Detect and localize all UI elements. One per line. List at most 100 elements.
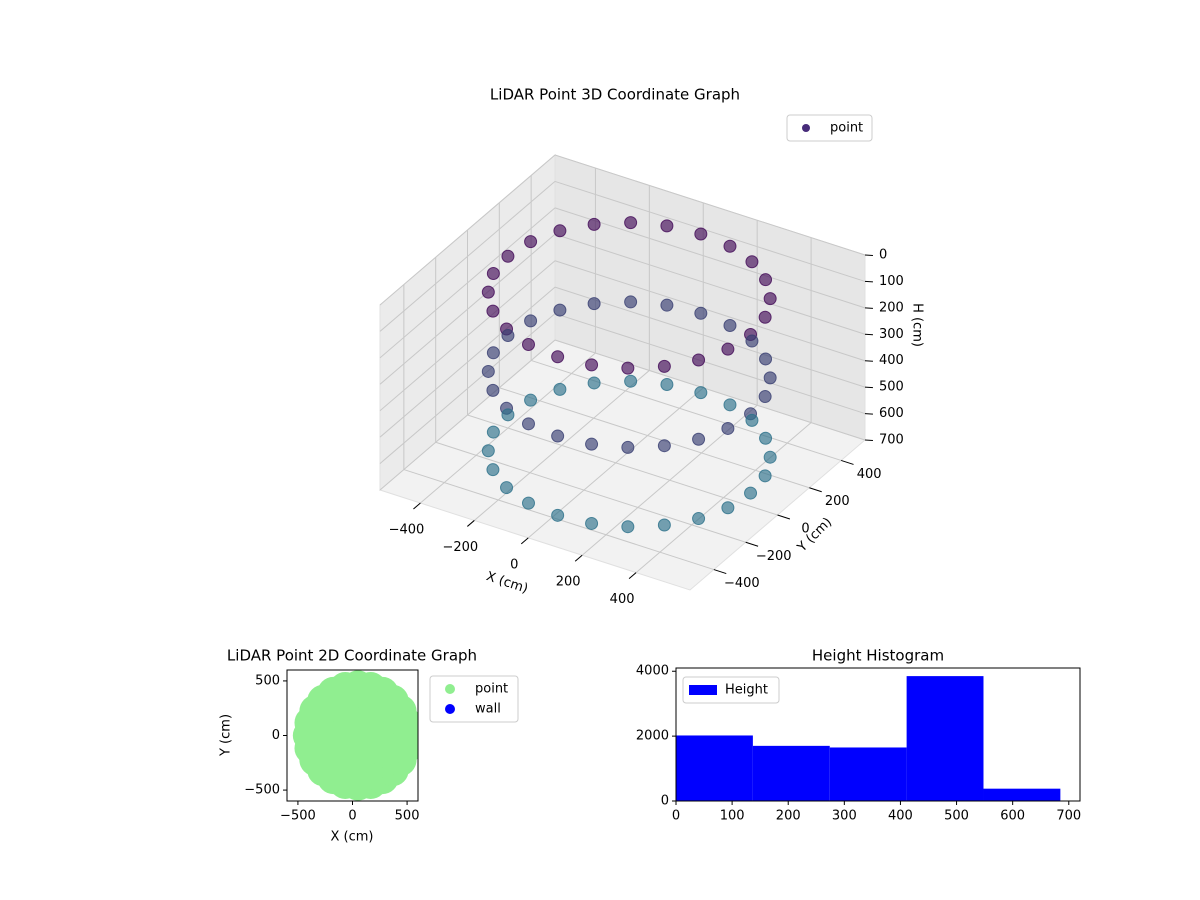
legend-marker: [445, 704, 455, 714]
y-tick-label: 500: [255, 673, 280, 688]
grid-line: [379, 207, 556, 359]
point: [692, 432, 706, 446]
point: [758, 469, 772, 483]
point: [521, 496, 535, 510]
x-tick-label: −400: [389, 523, 425, 538]
point: [587, 376, 601, 390]
point: [551, 429, 565, 443]
point: [553, 303, 567, 317]
axes-frame: [675, 667, 1081, 802]
grid-line: [554, 207, 866, 309]
legend-label: wall: [475, 702, 501, 717]
grid-line: [379, 181, 556, 332]
point: [744, 486, 758, 500]
y-tick-label: 0: [801, 522, 809, 537]
x-tick-label: 700: [1056, 809, 1081, 824]
legend-marker: [689, 685, 717, 695]
y-tick-label: 200: [825, 494, 850, 509]
point: [657, 359, 671, 373]
legend-marker: [802, 124, 810, 132]
point: [660, 219, 674, 233]
point: [745, 255, 759, 269]
x-tick-label: 500: [395, 809, 420, 824]
point: [501, 408, 515, 422]
z-tick-label: 100: [879, 274, 904, 289]
tick-mark: [574, 554, 583, 562]
bar: [676, 735, 753, 801]
grid-line: [554, 260, 866, 362]
point: [501, 329, 515, 343]
legend-box: [786, 114, 873, 142]
grid-line: [379, 313, 556, 464]
point: [486, 304, 500, 318]
grid-line: [554, 286, 866, 388]
point: [657, 518, 671, 532]
point: [501, 249, 515, 263]
tick-mark: [840, 459, 854, 465]
point: [585, 358, 599, 372]
point: [621, 361, 635, 375]
z-tick-label: 600: [879, 406, 904, 421]
point: [481, 364, 495, 378]
tick-mark: [864, 333, 873, 336]
z-tick-label: 300: [879, 327, 904, 342]
tick-mark: [864, 360, 873, 362]
y-tick-label: −500: [244, 783, 280, 798]
bar: [752, 745, 830, 801]
tick-mark: [864, 307, 873, 309]
x-tick-label: 300: [832, 809, 857, 824]
legend-box: [682, 676, 780, 704]
grid-line: [554, 233, 866, 335]
chart-title: LiDAR Point 2D Coordinate Graph: [227, 647, 477, 665]
point: [486, 267, 500, 281]
point: [521, 338, 535, 352]
tick-mark: [777, 514, 791, 520]
x-tick-label: 200: [776, 809, 801, 824]
tick-mark: [713, 569, 727, 575]
point: [763, 450, 777, 464]
point: [763, 371, 777, 385]
z-tick-label: 400: [879, 353, 904, 368]
x-tick-label: 0: [672, 809, 680, 824]
x-axis-label: X (cm): [331, 830, 374, 845]
point: [758, 310, 772, 324]
point: [551, 350, 565, 364]
grid-line: [554, 339, 866, 441]
tick-mark: [864, 280, 873, 283]
point: [758, 390, 772, 404]
point: [621, 440, 635, 454]
chart-title: LiDAR Point 3D Coordinate Graph: [490, 86, 740, 104]
x-tick-label: 0: [348, 809, 356, 824]
legend-label: Height: [725, 683, 768, 698]
x-tick-label: 200: [556, 575, 581, 590]
tick-mark: [413, 502, 421, 510]
point: [657, 439, 671, 453]
point: [524, 314, 538, 328]
y-tick-label: 0: [272, 728, 280, 743]
grid-line: [379, 260, 556, 412]
bar: [983, 788, 1061, 801]
point: [721, 421, 735, 435]
grid-line: [530, 359, 842, 461]
point: [759, 431, 773, 445]
y-axis-label: Y (cm): [219, 714, 234, 757]
point: [486, 463, 500, 477]
point: [763, 292, 777, 306]
x-tick-label: 0: [510, 557, 518, 572]
bar: [829, 747, 907, 801]
tick-mark: [520, 537, 529, 545]
point: [341, 719, 374, 752]
point: [692, 512, 706, 526]
y-tick-label: 2000: [636, 729, 669, 744]
grid-line: [554, 154, 866, 256]
point: [587, 297, 601, 311]
point: [585, 437, 599, 451]
tick-mark: [628, 572, 637, 579]
grid-line: [467, 414, 778, 516]
grid-line: [379, 339, 556, 491]
grid-line: [554, 313, 866, 415]
grid-line: [379, 154, 556, 306]
point: [721, 342, 735, 356]
x-axis-label: X (cm): [484, 569, 530, 597]
